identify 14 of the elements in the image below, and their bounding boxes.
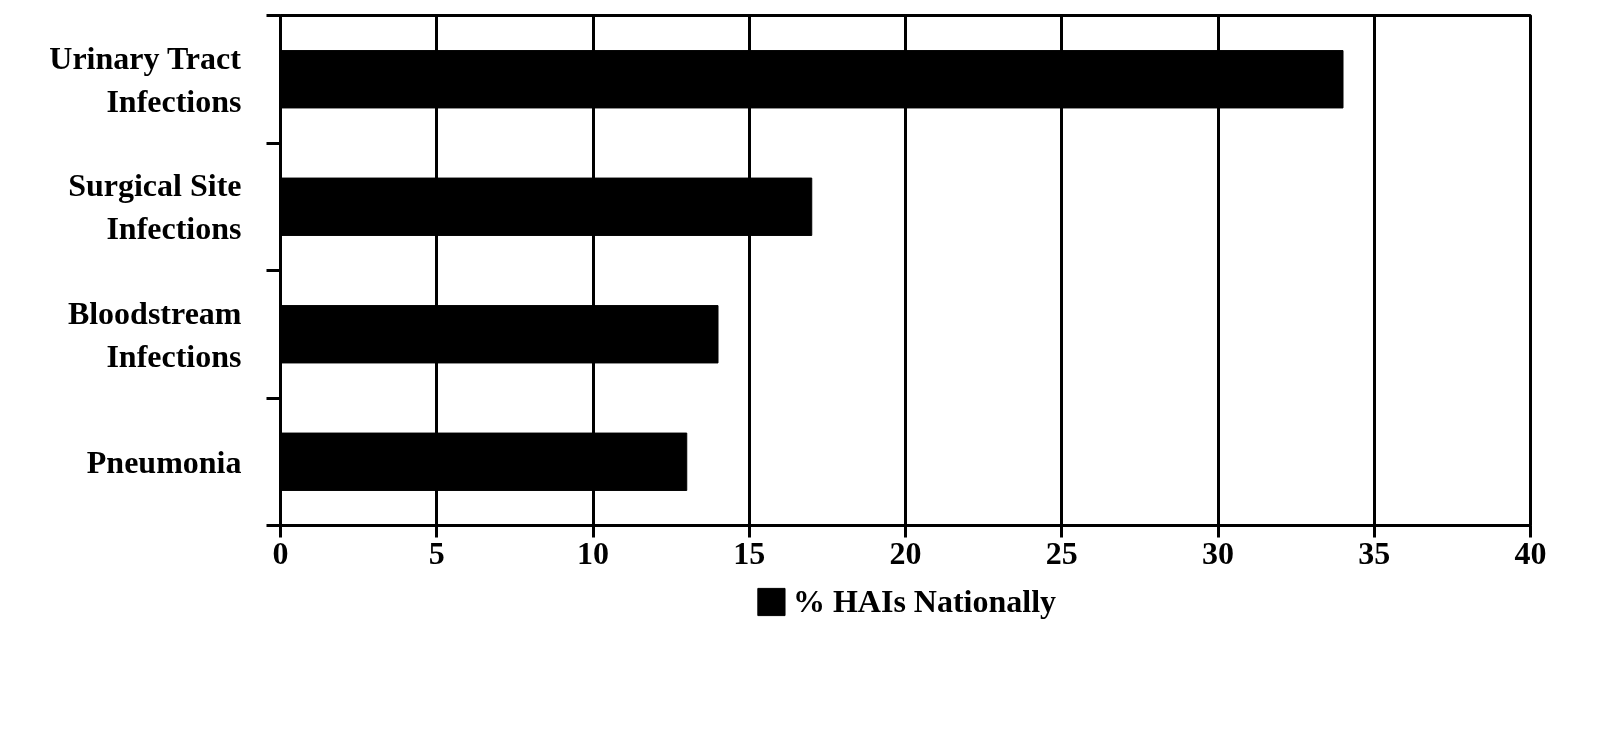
x-tick-label: 10 xyxy=(577,534,609,571)
y-tick-label: Bloodstream Infections xyxy=(67,294,242,374)
x-tick-label: 25 xyxy=(1045,534,1078,571)
x-tick-label: 20 xyxy=(889,534,922,571)
y-tick-label: Pneumonia xyxy=(86,443,242,480)
x-tick-label: 0 xyxy=(272,534,289,571)
x-tick-label: 40 xyxy=(1514,534,1547,571)
y-tick-label: Surgical Site Infections xyxy=(68,167,242,247)
x-tick-label: 35 xyxy=(1358,534,1391,571)
x-tick-label: 15 xyxy=(733,534,766,571)
y-tick-label: Urinary Tract Infections xyxy=(49,39,242,119)
x-tick-label: 5 xyxy=(428,534,445,571)
x-tick-label: 30 xyxy=(1202,534,1234,571)
legend-label: % HAIs Nationally xyxy=(792,582,1057,620)
